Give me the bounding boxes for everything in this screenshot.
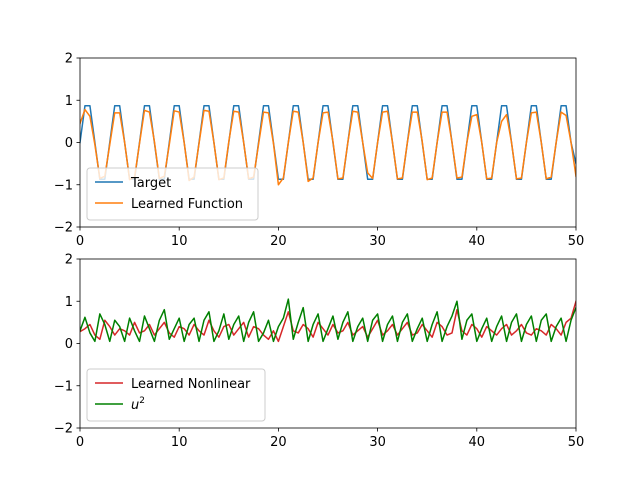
legend-box [86, 167, 259, 221]
legend-box [86, 368, 266, 422]
x-tick-label: 50 [568, 435, 585, 450]
x-tick-label: 30 [369, 234, 386, 249]
legend-entry: Target [130, 176, 171, 191]
plot-area [80, 298, 576, 343]
y-tick-label: 1 [65, 295, 73, 310]
x-tick-label: 30 [369, 435, 386, 450]
y-tick-label: 1 [65, 94, 73, 109]
x-tick-label: 20 [270, 234, 287, 249]
y-tick-label: 0 [65, 136, 73, 151]
y-tick-label: −2 [54, 422, 73, 437]
subplot-2: 0 10 20 30 40 50 −2 −1 0 1 2 Learned Nonlinear u2 [54, 253, 584, 451]
legend: Target Learned Function [86, 167, 259, 221]
x-tick-label: 20 [270, 435, 287, 450]
legend-entry: Learned Nonlinear [131, 377, 251, 392]
x-tick-label: 40 [469, 435, 486, 450]
series-line-2 [80, 298, 576, 343]
y-tick-label: −1 [54, 178, 73, 193]
legend: Learned Nonlinear u2 [86, 368, 266, 422]
x-tick-label: 10 [171, 435, 188, 450]
x-tick-label: 50 [568, 234, 585, 249]
y-tick-label: −1 [54, 379, 73, 394]
x-tick-label: 0 [76, 234, 84, 249]
x-tick-label: 10 [171, 234, 188, 249]
series-line-1 [80, 300, 576, 343]
y-tick-label: 2 [65, 253, 73, 268]
x-tick-label: 0 [76, 435, 84, 450]
subplot-1: 0 10 20 30 40 50 −2 −1 0 1 2 Target Learned Function [54, 52, 584, 250]
legend-entry: u2 [131, 396, 145, 413]
y-tick-label: 0 [65, 337, 73, 352]
legend-entry: Learned Function [131, 197, 243, 212]
y-tick-label: 2 [65, 52, 73, 67]
y-tick-label: −2 [54, 221, 73, 236]
x-tick-label: 40 [469, 234, 486, 249]
